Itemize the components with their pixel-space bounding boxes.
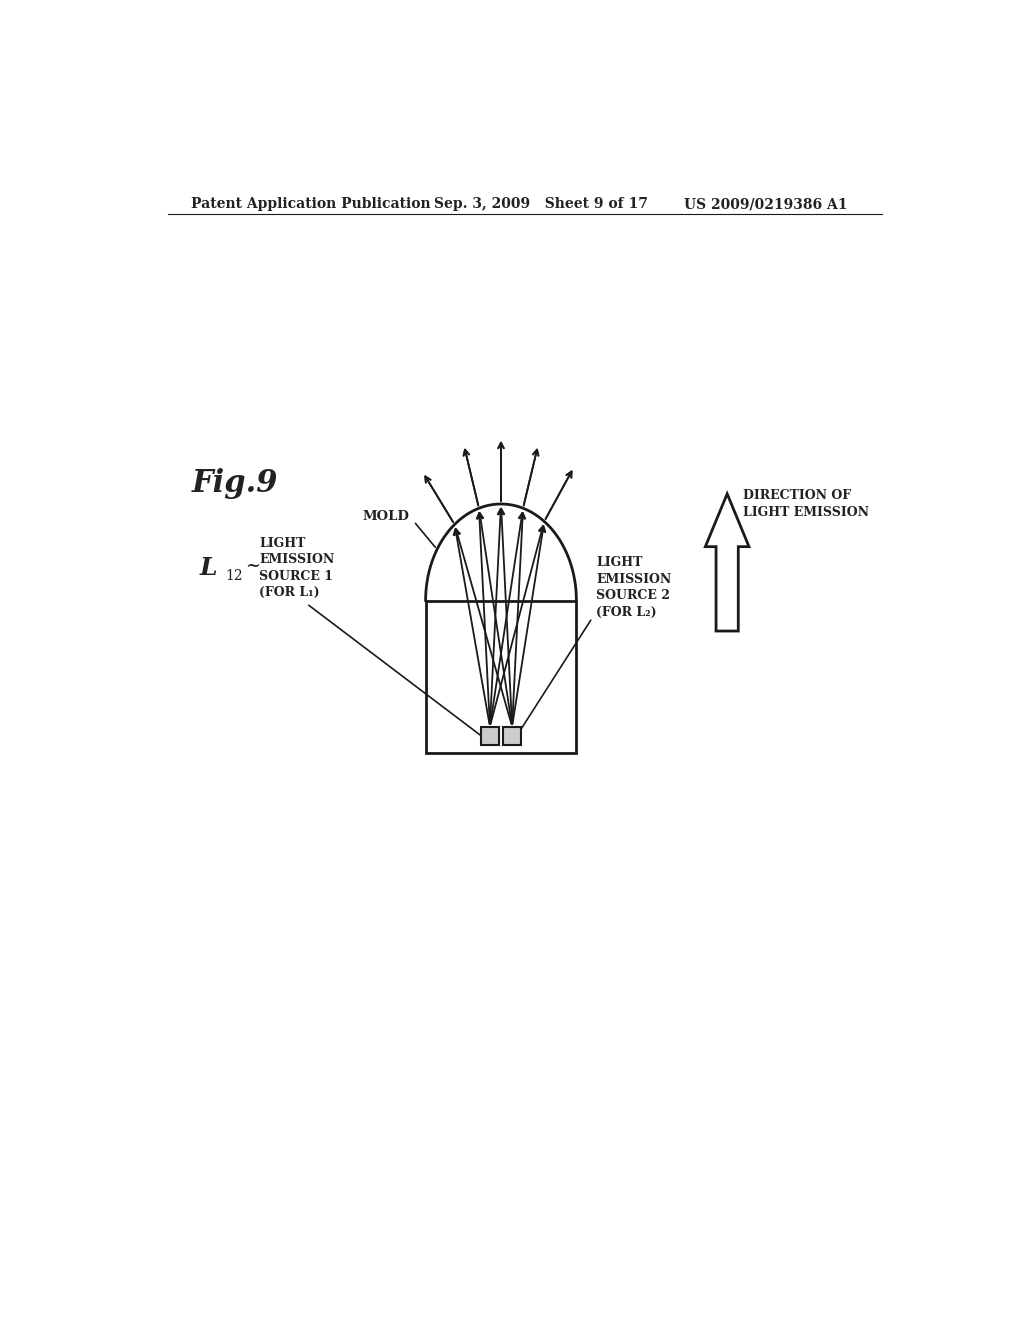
Text: L: L — [200, 556, 217, 579]
Text: Fig.9: Fig.9 — [191, 469, 278, 499]
Bar — [504, 726, 521, 744]
Text: Sep. 3, 2009   Sheet 9 of 17: Sep. 3, 2009 Sheet 9 of 17 — [433, 197, 647, 211]
Bar — [426, 601, 577, 752]
Text: LIGHT
EMISSION
SOURCE 1
(FOR L₁): LIGHT EMISSION SOURCE 1 (FOR L₁) — [259, 537, 334, 599]
Text: MOLD: MOLD — [362, 510, 409, 523]
Bar — [481, 726, 499, 744]
Text: LIGHT
EMISSION
SOURCE 2
(FOR L₂): LIGHT EMISSION SOURCE 2 (FOR L₂) — [596, 556, 672, 619]
Text: ~: ~ — [246, 557, 260, 576]
Text: 12: 12 — [225, 569, 244, 583]
FancyArrow shape — [706, 494, 749, 631]
Text: DIRECTION OF
LIGHT EMISSION: DIRECTION OF LIGHT EMISSION — [743, 490, 869, 519]
Text: Patent Application Publication: Patent Application Publication — [191, 197, 431, 211]
Text: US 2009/0219386 A1: US 2009/0219386 A1 — [684, 197, 847, 211]
